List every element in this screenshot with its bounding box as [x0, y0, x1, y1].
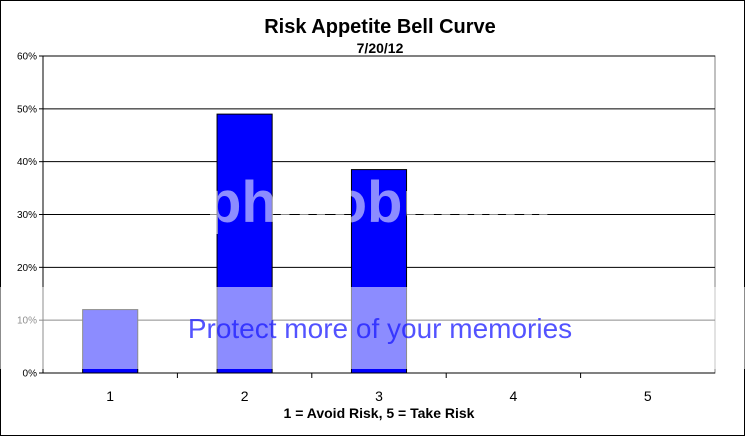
- x-tick-label-1: 1: [106, 388, 114, 404]
- chart-title: Risk Appetite Bell Curve: [264, 16, 496, 38]
- watermark-logo-text: photobucket: [206, 170, 554, 235]
- x-tick-label-3: 3: [375, 388, 383, 404]
- x-axis-ticks: 1 2 3 4 5: [106, 373, 652, 404]
- y-tick-label: 20%: [17, 263, 37, 274]
- y-tick-label: 50%: [17, 104, 37, 115]
- x-tick-label-4: 4: [510, 388, 518, 404]
- x-tick-label-5: 5: [644, 388, 652, 404]
- y-tick-label: 0%: [23, 369, 38, 380]
- x-axis-label: 1 = Avoid Risk, 5 = Take Risk: [284, 405, 475, 421]
- watermark: photobucket Protect more of your memorie…: [0, 170, 745, 369]
- y-tick-label: 40%: [17, 157, 37, 168]
- y-tick-label: 60%: [17, 52, 37, 63]
- chart-subtitle: 7/20/12: [357, 40, 404, 56]
- watermark-tagline: Protect more of your memories: [188, 313, 572, 344]
- watermark-band: [0, 287, 745, 369]
- y-tick-label: 30%: [17, 210, 37, 221]
- x-tick-label-2: 2: [241, 388, 249, 404]
